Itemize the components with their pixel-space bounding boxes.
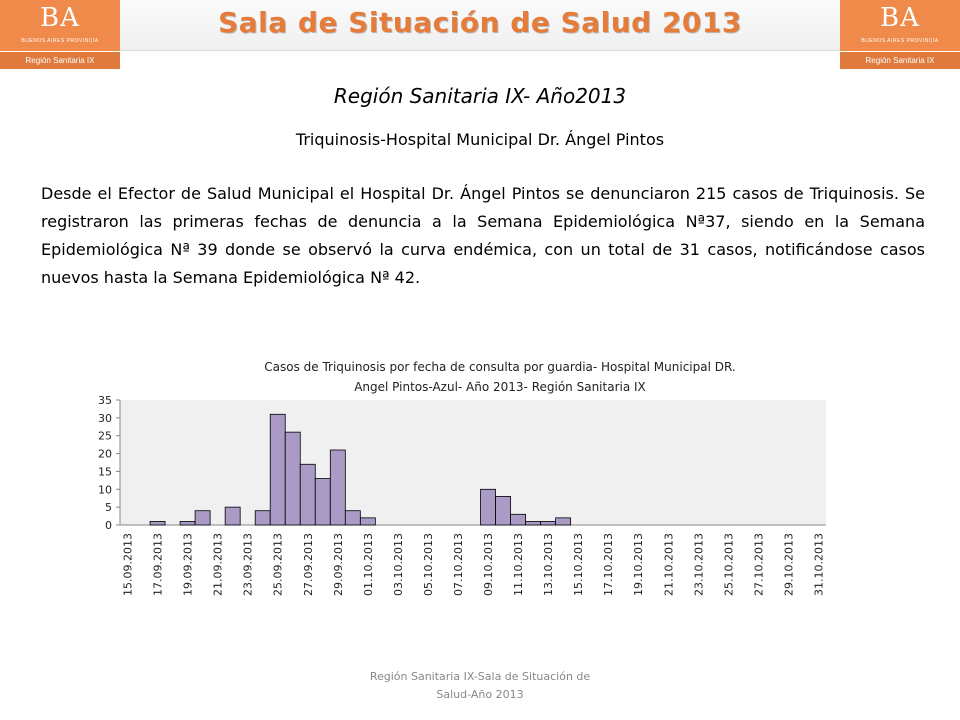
bar (254, 510, 271, 526)
logo-subtext: BUENOS AIRES PROVINCIA (21, 38, 99, 44)
chart-title-line1: Casos de Triquinosis por fecha de consul… (264, 360, 736, 374)
logo-ba-text: BA (40, 3, 80, 33)
y-tick-label: 15 (98, 465, 112, 478)
logo-region-label: Región Sanitaria IX (840, 51, 960, 69)
y-tick-label: 10 (98, 483, 112, 496)
bar (525, 521, 541, 526)
x-tick-label: 29.09.2013 (332, 533, 345, 596)
x-tick-label: 03.10.2013 (392, 533, 405, 596)
y-tick-label: 35 (98, 394, 112, 407)
y-tick-label: 20 (98, 448, 112, 461)
x-tick-label: 25.09.2013 (272, 533, 285, 596)
y-tick-label: 5 (105, 501, 112, 514)
bar (314, 478, 331, 526)
x-tick-label: 19.10.2013 (632, 533, 645, 596)
plot-area (120, 400, 826, 525)
x-tick-label: 23.09.2013 (242, 533, 255, 596)
x-tick-label: 07.10.2013 (452, 533, 465, 596)
bar (329, 449, 346, 526)
bar (179, 521, 196, 526)
x-tick-label: 01.10.2013 (362, 533, 375, 596)
x-tick-label: 27.09.2013 (302, 533, 315, 596)
logo-subtext: BUENOS AIRES PROVINCIA (861, 38, 939, 44)
x-tick-label: 09.10.2013 (482, 533, 495, 596)
y-tick-label: 25 (98, 430, 112, 443)
bar (269, 413, 286, 526)
x-tick-label: 17.10.2013 (602, 533, 615, 596)
bar (510, 513, 526, 526)
x-tick-label: 17.09.2013 (152, 533, 165, 596)
x-tick-label: 13.10.2013 (542, 533, 555, 596)
x-tick-label: 19.09.2013 (182, 533, 195, 596)
logo-region-label: Región Sanitaria IX (0, 51, 120, 69)
x-tick-label: 15.09.2013 (122, 533, 135, 596)
bar (299, 463, 316, 526)
ba-logo-left: BA BUENOS AIRES PROVINCIA Región Sanitar… (0, 0, 120, 69)
y-tick-label: 0 (105, 519, 112, 532)
footer: Región Sanitaria IX-Sala de Situación de… (340, 668, 620, 704)
bar (540, 521, 557, 526)
bar (149, 521, 166, 526)
bar (344, 510, 361, 526)
chart-title: Casos de Triquinosis por fecha de consul… (190, 357, 810, 397)
chart-title-line2: Angel Pintos-Azul- Año 2013- Región Sani… (354, 380, 646, 394)
summary-paragraph: Desde el Efector de Salud Municipal el H… (41, 184, 925, 287)
x-tick-label: 27.10.2013 (752, 533, 765, 596)
x-tick-label: 31.10.2013 (812, 533, 825, 596)
bar (359, 517, 376, 526)
x-tick-label: 23.10.2013 (692, 533, 705, 596)
header-banner: BA BUENOS AIRES PROVINCIA Región Sanitar… (0, 0, 960, 69)
footer-line2: Salud-Año 2013 (436, 688, 524, 701)
x-tick-label: 29.10.2013 (782, 533, 795, 596)
cases-bar-chart: 0 5 10 15 20 25 30 35 15.09.2013 17.09.2013 19.09.… (98, 394, 826, 596)
title-band: Sala de Situación de Salud 2013 (120, 0, 840, 51)
slide-topic: Triquinosis-Hospital Municipal Dr. Ángel… (295, 130, 665, 149)
x-tick-label: 21.10.2013 (662, 533, 675, 596)
ba-logo-right: BA BUENOS AIRES PROVINCIA Región Sanitar… (840, 0, 960, 69)
y-tick-label: 30 (98, 412, 112, 425)
x-tick-label: 05.10.2013 (422, 533, 435, 596)
x-tick-label: 15.10.2013 (572, 533, 585, 596)
logo-ba-text: BA (880, 3, 920, 33)
bar (495, 496, 511, 526)
bar (284, 431, 301, 526)
x-tick-label: 25.10.2013 (722, 533, 735, 596)
bar (555, 517, 572, 526)
bar (480, 488, 496, 526)
footer-line1: Región Sanitaria IX-Sala de Situación de (369, 670, 591, 683)
bar (194, 510, 211, 526)
main-title: Sala de Situación de Salud 2013 (218, 6, 742, 39)
slide-subtitle: Región Sanitaria IX- Año2013 (333, 84, 627, 108)
bar (224, 506, 241, 526)
x-tick-label: 21.09.2013 (212, 533, 225, 596)
x-tick-label: 11.10.2013 (512, 533, 525, 596)
